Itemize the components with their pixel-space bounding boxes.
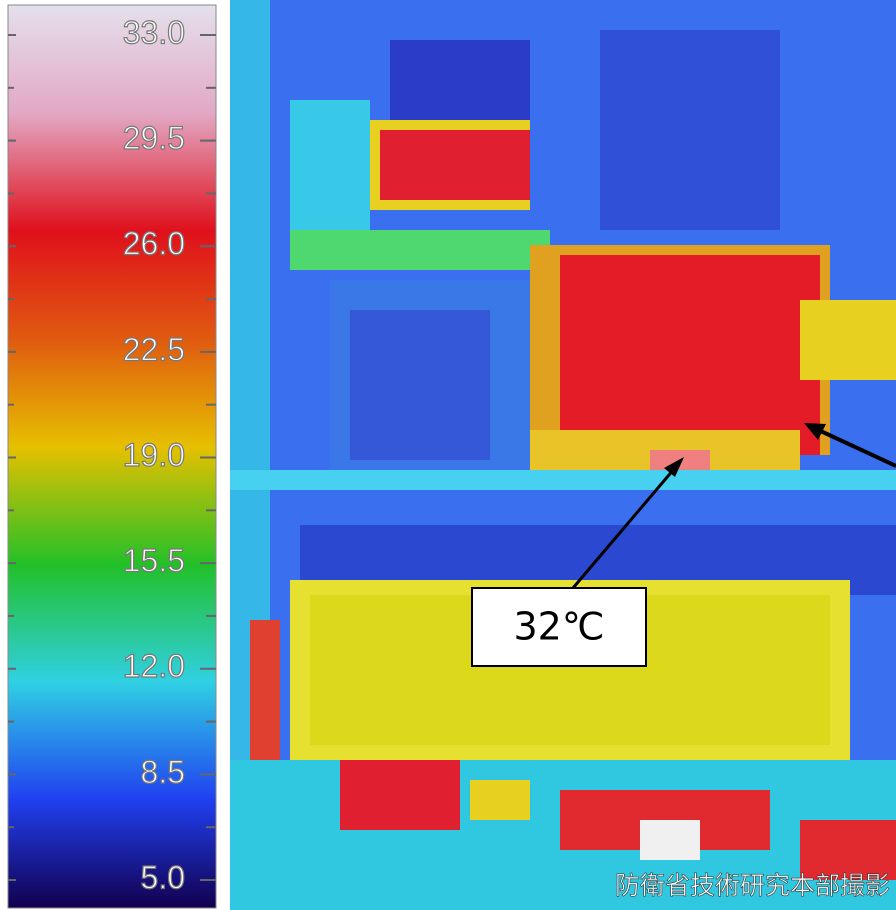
scale-label: 5.0 xyxy=(141,859,185,895)
pointer-head xyxy=(664,457,684,477)
scale-label: 8.5 xyxy=(141,754,185,790)
scale-label: 19.0 xyxy=(123,437,185,473)
color-bar xyxy=(7,4,217,909)
thermal-image xyxy=(230,0,896,910)
scale-label: 15.5 xyxy=(123,543,185,579)
annotation: 32℃ xyxy=(513,605,604,649)
annotation-box xyxy=(471,587,647,667)
scale-label: 22.5 xyxy=(123,331,185,367)
pointer-line xyxy=(811,425,896,468)
credit: 防衛省技術研究本部撮影 xyxy=(615,871,890,900)
scale-label: 29.5 xyxy=(123,120,185,156)
scale-label: 33.0 xyxy=(123,14,185,50)
pointer-head xyxy=(804,423,826,440)
scale-ticks: 33.0 29.5 26.0 22.5 19.0 15.5 12.0 8.5 5.0 xyxy=(8,14,216,896)
scale-label: 12.0 xyxy=(123,648,185,684)
scale-label: 26.0 xyxy=(123,226,185,262)
pointer-line xyxy=(571,461,682,589)
